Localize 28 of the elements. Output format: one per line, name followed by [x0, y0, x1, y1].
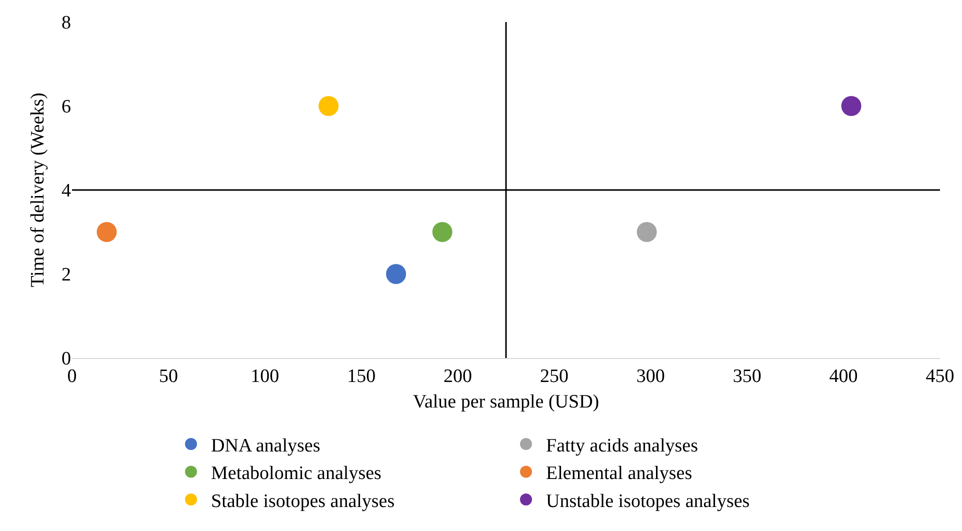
point	[432, 222, 452, 242]
point	[636, 222, 657, 242]
legend-label: DNA analyses	[211, 435, 320, 456]
x-tick-label: 150	[347, 366, 376, 387]
point	[318, 96, 339, 116]
point	[841, 96, 862, 116]
x-tick-label: 350	[732, 366, 762, 387]
x-tick-label: 450	[926, 366, 954, 387]
legend-label: Metabolomic analyses	[211, 463, 382, 484]
x-tick-label: 400	[829, 366, 858, 387]
x-tick-label: 50	[158, 366, 178, 387]
legend-label: Fatty acids analyses	[546, 435, 698, 456]
legend-label: Stable isotopes analyses	[211, 490, 395, 512]
x-tick-label: 100	[250, 366, 280, 387]
x-tick-label: 300	[636, 366, 665, 387]
legend-label: Unstable isotopes analyses	[546, 490, 750, 512]
y-tick-label: 4	[62, 180, 72, 202]
y-tick-label: 2	[62, 264, 71, 286]
legend-label: Elemental analyses	[546, 463, 692, 484]
y-tick-label: 6	[62, 96, 71, 118]
point	[96, 222, 117, 242]
y-axis-title: Time of delivery (Weeks)	[27, 92, 48, 288]
y-tick-label: 8	[62, 12, 71, 34]
x-tick-label: 250	[540, 366, 568, 387]
x-axis-title: Value per sample (USD)	[412, 392, 600, 413]
x-tick-label: 200	[444, 366, 472, 387]
point	[386, 264, 406, 284]
y-tick-label: 0	[62, 348, 71, 370]
